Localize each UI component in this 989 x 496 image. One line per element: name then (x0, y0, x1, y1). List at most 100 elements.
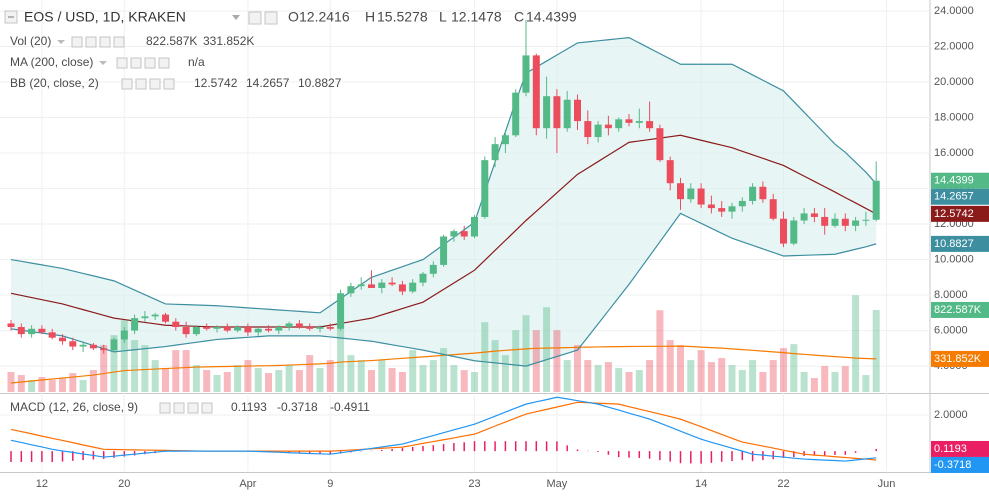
icon-eye[interactable] (116, 57, 128, 69)
volume-bar (707, 362, 715, 392)
volume-bar (635, 370, 643, 392)
indicator-value: 12.5742 (194, 76, 238, 90)
icon-add[interactable] (187, 402, 199, 414)
candle-body (388, 282, 396, 285)
volume-bar (213, 375, 221, 392)
candle-body (450, 231, 458, 237)
candle-body (440, 236, 448, 265)
candle-body (769, 199, 777, 219)
volume-bar (687, 360, 695, 392)
x-tick-label: Apr (239, 478, 256, 490)
icon-close[interactable] (201, 402, 213, 414)
candle-body (615, 119, 623, 129)
icon-add[interactable] (144, 57, 156, 69)
candle-body (306, 327, 314, 329)
candle-body (728, 206, 736, 212)
ohlc-label: L (439, 9, 447, 25)
candle-body (707, 204, 715, 209)
volume-bar (440, 348, 448, 392)
icon-add[interactable] (149, 78, 161, 90)
price-badge-label: 14.2657 (934, 191, 974, 203)
volume-bar (429, 360, 437, 392)
ohlc-label: O (288, 9, 299, 25)
bb-fill (11, 37, 877, 367)
price-badge (931, 301, 989, 318)
icon-settings[interactable] (135, 78, 147, 90)
indicator-value: 331.852K (203, 34, 254, 48)
icon-eye[interactable] (121, 78, 133, 90)
volume-bar (677, 345, 684, 392)
volume-bar (625, 372, 633, 392)
ohlc-value: 12.1478 (451, 9, 502, 25)
icon-settings[interactable] (85, 36, 97, 48)
candle-body (347, 286, 355, 294)
volume-bar (254, 368, 262, 392)
bb-basis-line (10, 134, 877, 328)
candle-body (831, 218, 839, 226)
x-tick-label: 23 (468, 478, 480, 490)
volume-bar (368, 370, 375, 392)
icon-close[interactable] (163, 78, 175, 90)
volume-bar (79, 380, 87, 392)
icon-close[interactable] (113, 36, 125, 48)
icon-eye[interactable] (248, 11, 262, 25)
icon-settings[interactable] (173, 402, 185, 414)
x-tick-label: 22 (777, 478, 789, 490)
candle-body (213, 327, 221, 329)
volume-bar (172, 350, 180, 392)
volume-bar (378, 360, 386, 392)
candle-body (749, 186, 757, 201)
x-tick-label: 14 (695, 478, 707, 490)
volume-bar (28, 380, 36, 392)
candle-body (28, 328, 36, 335)
indicator-name: BB (20, close, 2) (10, 76, 99, 90)
dropdown[interactable] (232, 15, 240, 20)
icon-eye[interactable] (71, 36, 83, 48)
volume-bar (852, 295, 860, 392)
volume-bar (120, 320, 128, 392)
volume-bar (388, 368, 396, 392)
bb-lower-line (10, 212, 877, 367)
candle-body (79, 344, 87, 347)
volume-bar (59, 378, 66, 392)
volume-bar (100, 345, 108, 392)
volume-bar (131, 340, 139, 392)
volume-bar (759, 372, 767, 392)
volume-bar (203, 370, 211, 392)
volume-bar (512, 330, 520, 392)
volume-bar (574, 345, 581, 392)
volume-bar (501, 355, 509, 392)
icon-settings[interactable] (130, 57, 142, 69)
icon-add[interactable] (99, 36, 111, 48)
dropdown[interactable] (99, 61, 107, 65)
indicator-value: 0.1193 (231, 400, 267, 414)
candle-body (357, 284, 365, 287)
price-badge (931, 205, 989, 222)
icon-settings[interactable] (264, 11, 278, 25)
volume-bar (48, 380, 56, 392)
volume-bar (543, 307, 551, 392)
candle-body (120, 330, 128, 340)
candle-body (378, 282, 386, 288)
candle-body (368, 284, 375, 288)
icon-close[interactable] (158, 57, 170, 69)
candle-body (738, 200, 746, 207)
price-badge-label: 12.5742 (934, 208, 974, 220)
candle-body (646, 121, 654, 129)
price-badge-label: 822.587K (934, 304, 982, 316)
candle-body (316, 327, 324, 329)
volume-bar (326, 360, 334, 392)
indicator-name: Vol (20) (10, 34, 51, 48)
icon-eye[interactable] (159, 402, 171, 414)
volume-bar (481, 322, 489, 392)
volume-bar (532, 330, 540, 392)
x-tick-label: 20 (118, 478, 130, 490)
volume-bar (831, 372, 839, 392)
volume-bar (749, 360, 757, 392)
candle-body (275, 327, 283, 331)
dropdown[interactable] (57, 40, 65, 44)
price-badge-label: -0.3718 (934, 459, 971, 471)
candle-body (254, 328, 262, 333)
